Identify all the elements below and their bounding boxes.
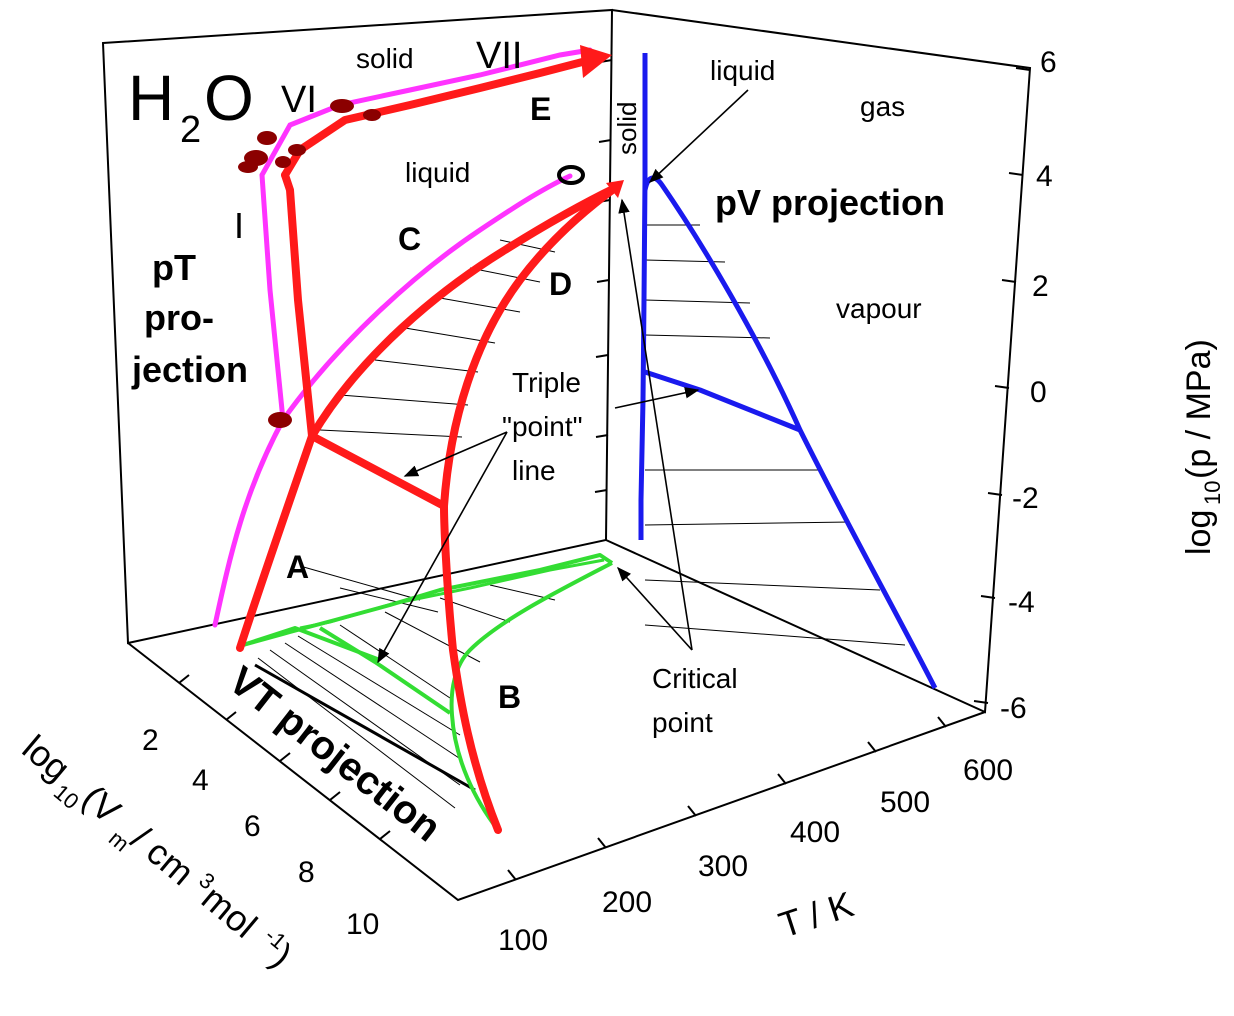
t-tick: 200: [602, 886, 652, 919]
p-axis-title: log 10 (p / MPa): [1180, 339, 1225, 555]
annot-critical-2: point: [652, 707, 713, 738]
label-E: E: [530, 91, 551, 127]
back-right-wall: [606, 10, 1030, 712]
pv-dome: [645, 178, 935, 688]
annot-critical-1: Critical: [652, 663, 738, 694]
p-tick: -4: [1008, 586, 1035, 619]
label-D: D: [549, 266, 572, 302]
title-sub: 2: [180, 109, 201, 151]
annot-triple-2: "point": [502, 411, 583, 442]
label-phase-VII: VII: [476, 35, 522, 77]
pt-ice-I-line: [262, 175, 283, 420]
triple-line: [312, 436, 444, 506]
label-liquid-back: liquid: [405, 157, 470, 188]
phase-diagram-3d: H 2 O solid VII VI I liquid solid liquid…: [0, 0, 1234, 1016]
label-solid-side: solid: [612, 102, 642, 155]
v-tick: 8: [298, 856, 315, 889]
title-o: O: [204, 62, 254, 134]
label-C: C: [398, 221, 421, 257]
t-axis-title: T / K: [774, 883, 858, 945]
v-title-open: (V: [75, 777, 129, 832]
vt-triple-line: [320, 628, 450, 713]
v-tick: 2: [142, 724, 159, 757]
v-axis-title: log 10 (V m / cm 3 mol -1 ): [9, 726, 301, 982]
label-liquid-right: liquid: [710, 55, 775, 86]
v-title-unit: / cm: [124, 818, 202, 893]
t-tick: 400: [790, 816, 840, 849]
label-pt-line1: pT: [152, 247, 196, 288]
axes-box: [103, 10, 1030, 900]
v-tick: 10: [346, 908, 379, 941]
p-tick: 0: [1030, 376, 1047, 409]
p-tick: 6: [1040, 46, 1057, 79]
vt-vapour-boundary: [452, 563, 612, 830]
label-pt-line3: jection: [131, 349, 248, 390]
label-solid-top: solid: [356, 43, 414, 74]
p-title-log: log: [1180, 510, 1218, 555]
v-tick: 6: [244, 810, 261, 843]
p-title-rest: (p / MPa): [1180, 339, 1218, 479]
curve-B: [444, 506, 498, 830]
label-vapour: vapour: [836, 293, 922, 324]
p-tick: -2: [1012, 482, 1039, 515]
v-title-log: log: [15, 727, 78, 789]
annot-triple-3: line: [512, 455, 556, 486]
label-gas: gas: [860, 91, 905, 122]
t-tick: 600: [963, 754, 1013, 787]
label-pt-line2: pro-: [144, 297, 214, 338]
curve-A: [240, 436, 312, 648]
p-tick: 2: [1032, 270, 1049, 303]
annot-triple-1: Triple: [512, 367, 581, 398]
pt-melting-curve: [215, 420, 283, 625]
vt-projection-curves: [243, 555, 612, 830]
label-phase-I: I: [234, 205, 244, 246]
t-tick: 500: [880, 786, 930, 819]
label-B: B: [498, 679, 521, 715]
t-axis-tick-labels: 100 200 300 400 500 600: [498, 754, 1013, 957]
p-tick: -6: [1000, 692, 1027, 725]
p-title-sub: 10: [1200, 481, 1225, 505]
title-h2o: H 2 O: [128, 62, 254, 151]
t-tick: 100: [498, 924, 548, 957]
v-tick: 4: [192, 764, 209, 797]
label-pv-projection: pV projection: [715, 182, 945, 223]
title-h: H: [128, 62, 174, 134]
label-A: A: [286, 549, 309, 585]
label-phase-VI: VI: [281, 79, 317, 121]
t-tick: 300: [698, 850, 748, 883]
p-tick: 4: [1036, 160, 1053, 193]
